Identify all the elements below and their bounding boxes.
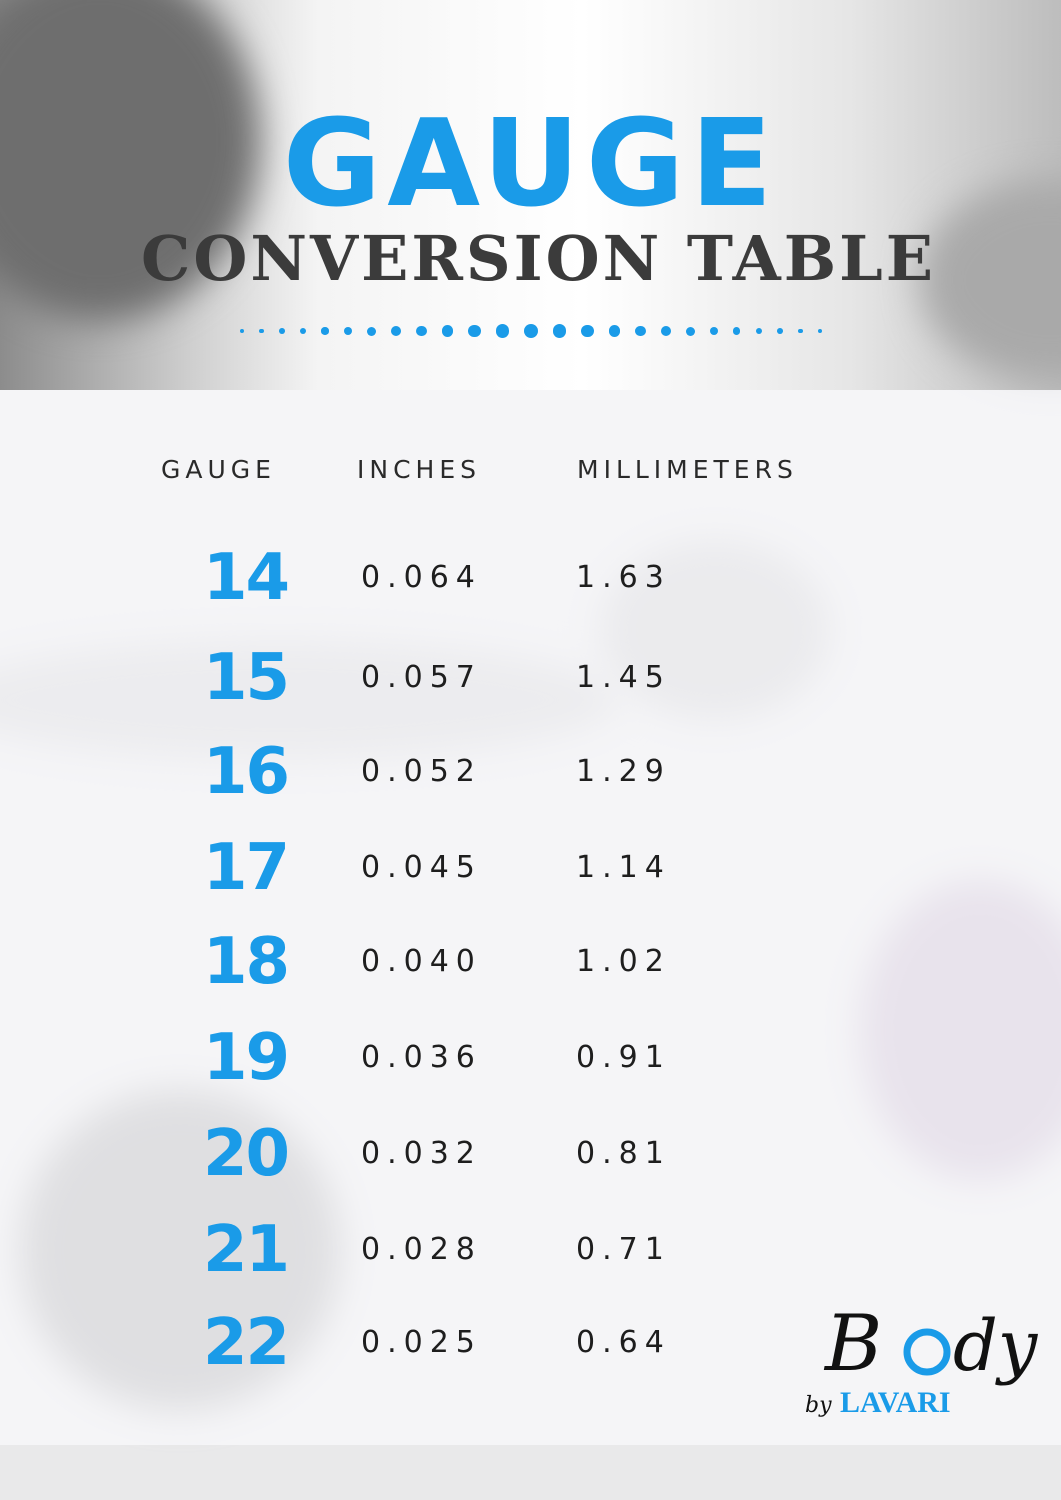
gauge-value: 15 xyxy=(202,641,290,715)
divider-dot xyxy=(278,328,285,334)
divider-dot xyxy=(685,326,695,336)
subtitle: CONVERSION TABLE xyxy=(140,222,937,295)
table-row: 16 0.052 1.29 xyxy=(0,732,1061,812)
table-row: 18 0.040 1.02 xyxy=(0,922,1061,1002)
gauge-value: 18 xyxy=(202,925,290,999)
millimeters-value: 0.71 xyxy=(576,1232,671,1267)
divider-dot xyxy=(552,324,567,338)
divider-dot xyxy=(581,324,594,338)
gauge-value: 19 xyxy=(202,1021,290,1095)
table-row: 19 0.036 0.91 xyxy=(0,1018,1061,1098)
inches-value: 0.057 xyxy=(361,660,482,695)
gauge-value: 16 xyxy=(202,735,290,809)
column-header-gauge: GAUGE xyxy=(161,455,276,484)
table-row: 14 0.064 1.63 xyxy=(0,538,1061,618)
divider-dot xyxy=(468,324,481,338)
svg-text:B: B xyxy=(823,1299,882,1389)
column-header-millimeters: MILLIMETERS xyxy=(577,455,798,484)
inches-value: 0.028 xyxy=(361,1232,482,1267)
divider-dot xyxy=(797,328,803,334)
divider-dot xyxy=(391,326,401,336)
divider-dot xyxy=(709,326,719,336)
millimeters-value: 0.64 xyxy=(576,1325,671,1360)
gauge-value: 21 xyxy=(202,1213,290,1287)
divider-dot xyxy=(817,329,822,333)
table-row: 15 0.057 1.45 xyxy=(0,638,1061,718)
table-row: 22 0.025 0.64 xyxy=(0,1303,1061,1383)
millimeters-value: 0.91 xyxy=(576,1040,671,1075)
inches-value: 0.036 xyxy=(361,1040,482,1075)
divider-dot xyxy=(608,325,621,337)
gauge-value: 20 xyxy=(202,1117,290,1191)
divider-dot xyxy=(495,324,509,338)
svg-text:dy: dy xyxy=(953,1305,1039,1387)
column-header-inches: INCHES xyxy=(357,455,481,484)
divider-dot xyxy=(343,326,352,336)
divider-dot xyxy=(366,326,376,336)
divider-dot xyxy=(259,328,264,334)
divider-dot xyxy=(299,327,307,335)
table-row: 17 0.045 1.14 xyxy=(0,828,1061,908)
table-row: 20 0.032 0.81 xyxy=(0,1114,1061,1194)
millimeters-value: 1.29 xyxy=(576,754,671,789)
inches-value: 0.025 xyxy=(361,1325,482,1360)
divider-dot xyxy=(523,324,538,338)
gauge-value: 17 xyxy=(202,831,290,905)
svg-text:by: by xyxy=(805,1393,832,1418)
divider-dot xyxy=(415,325,427,337)
divider-dot xyxy=(635,325,646,337)
gauge-value: 14 xyxy=(202,541,290,615)
table-row: 21 0.028 0.71 xyxy=(0,1210,1061,1290)
divider-dot xyxy=(755,327,763,335)
millimeters-value: 1.02 xyxy=(576,944,671,979)
divider-dot xyxy=(660,326,671,336)
inches-value: 0.045 xyxy=(361,850,482,885)
millimeters-value: 0.81 xyxy=(576,1136,671,1171)
svg-text:LAVARI: LAVARI xyxy=(840,1386,951,1419)
millimeters-value: 1.63 xyxy=(576,560,671,595)
dotted-divider xyxy=(240,324,822,338)
gauge-value: 22 xyxy=(202,1306,290,1380)
divider-dot xyxy=(321,327,329,335)
divider-dot xyxy=(733,327,741,335)
millimeters-value: 1.14 xyxy=(576,850,671,885)
divider-dot xyxy=(240,329,244,333)
divider-dot xyxy=(777,328,783,334)
inches-value: 0.064 xyxy=(361,560,482,595)
brand-logo: B dy by LAVARI xyxy=(805,1299,1039,1419)
title: GAUGE xyxy=(282,95,779,234)
inches-value: 0.032 xyxy=(361,1136,482,1171)
inches-value: 0.040 xyxy=(361,944,482,979)
divider-dot xyxy=(441,325,454,337)
inches-value: 0.052 xyxy=(361,754,482,789)
millimeters-value: 1.45 xyxy=(576,660,671,695)
